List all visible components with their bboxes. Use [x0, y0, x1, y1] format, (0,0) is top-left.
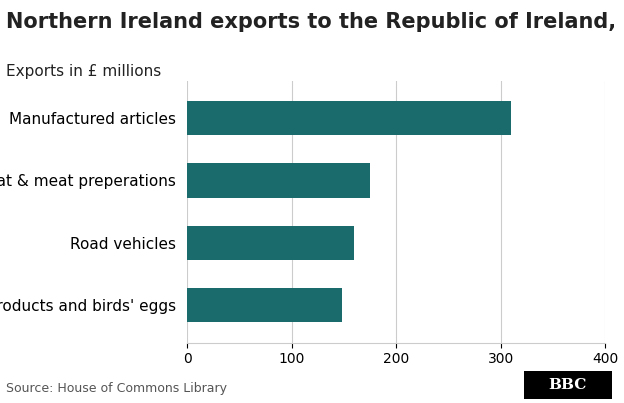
Bar — [187, 163, 370, 197]
Text: Exports in £ millions: Exports in £ millions — [6, 64, 162, 79]
Text: Northern Ireland exports to the Republic of Ireland, 2017: Northern Ireland exports to the Republic… — [6, 12, 624, 32]
Text: Source: House of Commons Library: Source: House of Commons Library — [6, 382, 227, 395]
Bar — [187, 288, 342, 322]
Bar — [187, 226, 354, 260]
Bar — [187, 101, 511, 135]
Text: BBC: BBC — [548, 378, 587, 392]
